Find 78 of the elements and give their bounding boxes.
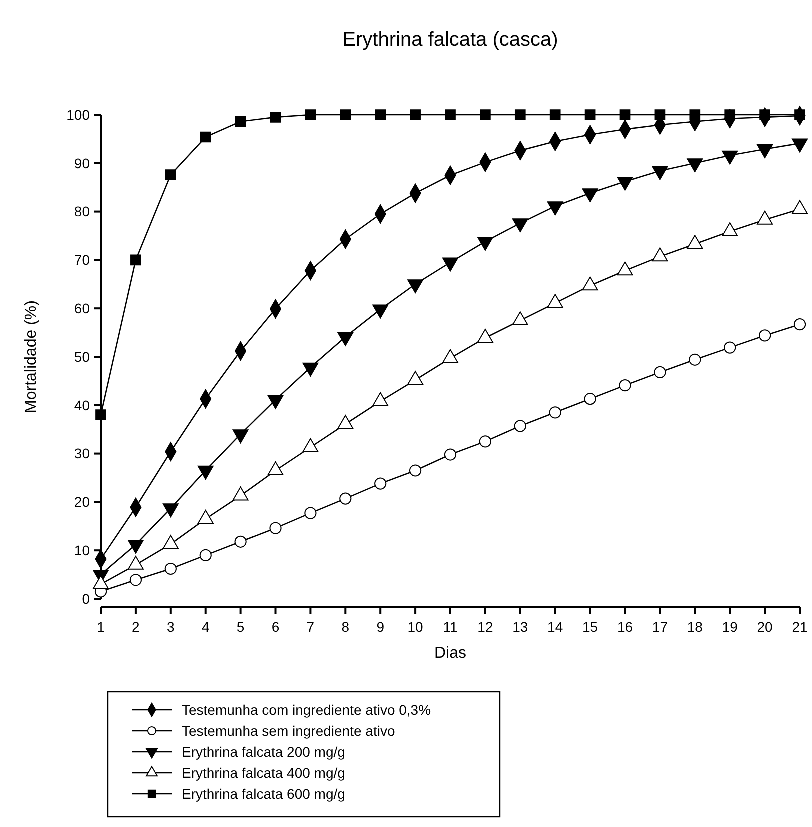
- point: [304, 507, 317, 520]
- point: [340, 492, 352, 505]
- y-tick-label: 80: [74, 204, 90, 220]
- y-tick-label: 10: [74, 542, 90, 558]
- y-tick-label: 0: [82, 590, 90, 607]
- x-axis-title: Dias: [434, 645, 467, 662]
- point: [200, 549, 212, 562]
- chart-title: Erythrina falcata (casca): [342, 29, 558, 51]
- y-tick-label: 30: [74, 446, 90, 462]
- point: [689, 354, 702, 366]
- point: [584, 110, 596, 120]
- point: [690, 110, 701, 120]
- x-tick-label: 8: [342, 619, 350, 635]
- point: [200, 132, 212, 143]
- point: [759, 330, 772, 342]
- point: [514, 420, 526, 432]
- point: [654, 366, 666, 379]
- point: [444, 448, 457, 461]
- x-tick-label: 2: [132, 619, 140, 635]
- x-tick-label: 16: [617, 619, 634, 635]
- point: [96, 410, 106, 420]
- legend-label: Erythrina falcata 400 mg/g: [182, 764, 346, 781]
- x-tick-label: 12: [478, 619, 494, 635]
- x-tick-label: 9: [376, 619, 385, 635]
- legend-label: Erythrina falcata 600 mg/g: [182, 786, 346, 802]
- point: [619, 380, 632, 392]
- x-tick-label: 5: [236, 619, 245, 635]
- x-tick-label: 6: [272, 619, 280, 635]
- point: [165, 170, 176, 180]
- y-tick-label: 60: [74, 300, 90, 316]
- y-tick-label: 90: [74, 155, 90, 172]
- point: [550, 110, 561, 120]
- point: [794, 318, 806, 331]
- x-tick-label: 20: [757, 619, 774, 635]
- y-tick-label: 100: [66, 106, 90, 123]
- point: [374, 478, 387, 490]
- point: [410, 464, 422, 477]
- y-tick-label: 20: [74, 494, 90, 510]
- point: [549, 406, 562, 419]
- point: [584, 393, 596, 406]
- point: [480, 110, 491, 120]
- point: [724, 342, 736, 354]
- x-tick-label: 17: [652, 619, 668, 635]
- point: [130, 254, 142, 266]
- legend-label: Testemunha sem ingrediente ativo: [182, 722, 396, 739]
- x-tick-label: 21: [792, 619, 808, 635]
- x-tick-label: 14: [548, 619, 564, 635]
- point: [305, 110, 316, 120]
- point: [654, 110, 666, 120]
- y-tick-label: 40: [74, 397, 90, 414]
- point: [514, 110, 526, 120]
- point: [270, 112, 282, 123]
- y-tick-label: 70: [74, 252, 90, 268]
- x-tick-label: 7: [306, 619, 315, 635]
- x-tick-label: 4: [202, 619, 210, 635]
- x-tick-label: 1: [97, 619, 106, 635]
- legend-label: Erythrina falcata 200 mg/g: [182, 744, 346, 760]
- y-axis-title: Mortalidade (%): [23, 300, 40, 414]
- point: [270, 522, 282, 534]
- point: [375, 110, 386, 120]
- y-tick-label: 50: [74, 348, 90, 365]
- point: [235, 116, 246, 128]
- point: [620, 110, 631, 120]
- x-tick-label: 18: [687, 619, 704, 635]
- point: [340, 110, 352, 120]
- point: [130, 574, 142, 586]
- point: [164, 562, 177, 576]
- point: [234, 536, 247, 548]
- point: [445, 110, 456, 120]
- x-tick-label: 19: [722, 619, 738, 635]
- x-tick-label: 13: [512, 619, 528, 635]
- x-tick-label: 10: [408, 619, 424, 635]
- legend-label: Testemunha com ingrediente ativo 0,3%: [182, 702, 432, 718]
- x-tick-label: 3: [167, 619, 175, 635]
- x-tick-label: 15: [582, 619, 598, 635]
- x-tick-label: 11: [443, 619, 458, 635]
- point: [479, 436, 492, 448]
- point: [410, 110, 421, 120]
